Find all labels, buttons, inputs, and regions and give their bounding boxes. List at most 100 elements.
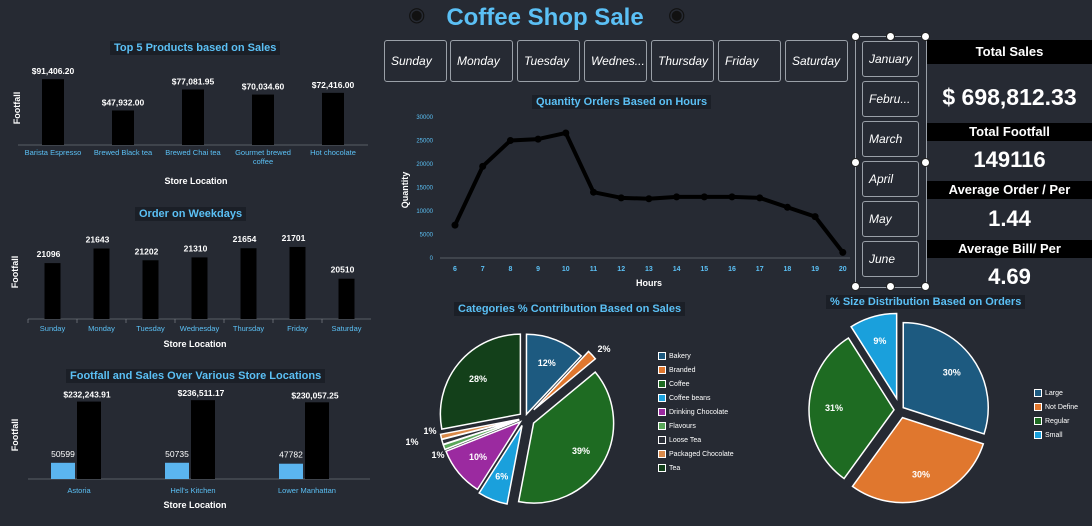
legend-swatch [658, 464, 666, 472]
legend-label: Flavours [669, 422, 696, 430]
legend-label: Small [1045, 431, 1063, 439]
legend-item: Small [1034, 431, 1078, 439]
resize-handle[interactable] [921, 158, 930, 167]
weekdays-chart: Footfall 21096 Sunday 21643 Monday 21202 Tuesd… [10, 233, 371, 349]
x-axis-label: Hours [636, 278, 662, 288]
tick-label: Friday [287, 324, 308, 333]
y-tick-label: 15000 [416, 186, 433, 192]
bar-footfall [165, 462, 189, 479]
bar-4 [252, 94, 274, 145]
bar-monday [93, 248, 110, 319]
data-label: $230,057.25 [291, 390, 339, 400]
y-axis-label: Footfall [10, 419, 20, 452]
bar-5 [322, 92, 344, 145]
avg-bill-label: Average Bill/ Per [927, 240, 1092, 258]
data-label: 21654 [233, 234, 257, 244]
y-tick-label: 5000 [420, 233, 434, 239]
month-filter-3[interactable]: March [862, 121, 919, 157]
top-products-title: Top 5 Products based on Sales [110, 41, 281, 55]
bar-friday [289, 246, 306, 319]
month-filter-4[interactable]: April [862, 161, 919, 197]
day-filter-5[interactable]: Thursday [651, 40, 714, 82]
quantity-line [453, 130, 845, 254]
month-filter-1[interactable]: January [862, 41, 919, 77]
store-chart: Footfall 50599 $232,243.91 Astoria 50735 $236… [10, 388, 370, 510]
x-axis-label: Store Location [163, 339, 226, 349]
weekdays-chart-title: Order on Weekdays [135, 207, 247, 221]
x-tick-label: 9 [536, 266, 540, 273]
legend-label: Coffee [669, 380, 690, 388]
slice-regular [808, 337, 895, 480]
resize-handle[interactable] [886, 282, 895, 291]
day-filter-7[interactable]: Saturday [785, 40, 848, 82]
bar-footfall [279, 463, 303, 479]
x-tick-label: 8 [508, 266, 512, 273]
data-label: 1% [423, 426, 436, 436]
legend-item: Bakery [658, 352, 734, 360]
x-tick-label: 18 [784, 266, 792, 273]
slice-small [850, 312, 898, 402]
legend-item: Loose Tea [658, 436, 734, 444]
data-label: 1% [431, 450, 444, 460]
legend-label: Tea [669, 464, 681, 472]
legend-swatch [1034, 417, 1042, 425]
legend-swatch [658, 352, 666, 360]
bar-footfall [51, 462, 75, 479]
legend-item: Regular [1034, 417, 1078, 425]
data-label: 50735 [165, 449, 189, 459]
data-label: 1% [405, 437, 418, 447]
legend-swatch [658, 380, 666, 388]
legend-swatch [1034, 403, 1042, 411]
legend-label: Not Define [1045, 403, 1079, 411]
point-hour-13 [645, 195, 653, 203]
slice-coffee [517, 371, 615, 504]
point-hour-18 [783, 203, 791, 211]
month-filter-2[interactable]: Febru... [862, 81, 919, 117]
total-footfall-value: 149116 [973, 147, 1046, 172]
point-hour-11 [590, 188, 597, 196]
legend-item: Not Define [1034, 403, 1078, 411]
resize-handle[interactable] [921, 32, 930, 41]
data-label: $232,243.91 [63, 390, 111, 400]
data-label: 30% [943, 367, 961, 377]
x-tick-label: 17 [756, 266, 764, 273]
day-filter-2[interactable]: Monday [450, 40, 513, 82]
day-filter-4[interactable]: Wednes... [584, 40, 647, 82]
legend-label: Bakery [669, 352, 691, 360]
x-tick-label: 6 [453, 266, 457, 273]
tick-label: Hell's Kitchen [170, 486, 215, 495]
slice-coffee-beans [478, 425, 523, 505]
top-products-chart: Footfall $91,406.20 Barista Espresso $47,93… [12, 66, 368, 186]
x-tick-label: 12 [617, 266, 625, 273]
legend-label: Regular [1045, 417, 1070, 425]
slice-not-define [851, 416, 985, 504]
x-tick-label: 16 [728, 266, 736, 273]
legend-label: Large [1045, 389, 1063, 397]
x-tick-label: 10 [562, 266, 570, 273]
day-filter-1[interactable]: Sunday [384, 40, 447, 82]
bar-1 [42, 79, 64, 145]
x-tick-label: 14 [673, 266, 681, 273]
slice-drinking-chocolate [445, 420, 523, 491]
month-filter-6[interactable]: June [862, 241, 919, 277]
legend-item: Tea [658, 464, 734, 472]
resize-handle[interactable] [851, 158, 860, 167]
point-hour-17 [756, 194, 764, 202]
data-label: 47782 [279, 450, 303, 460]
avg-order-value: 1.44 [988, 206, 1031, 231]
month-filter-5[interactable]: May [862, 201, 919, 237]
x-tick-label: 19 [811, 266, 819, 273]
size-pie-chart: 30% 30% 31% 9% [808, 312, 989, 504]
resize-handle[interactable] [851, 282, 860, 291]
y-axis-label: Footfall [12, 92, 22, 125]
coffee-bean-icon: ◉ [668, 4, 686, 26]
resize-handle[interactable] [921, 282, 930, 291]
resize-handle[interactable] [886, 32, 895, 41]
bar-3 [182, 89, 204, 145]
page-title: Coffee Shop Sale [446, 4, 644, 31]
point-hour-10 [562, 129, 570, 137]
legend-swatch [658, 436, 666, 444]
resize-handle[interactable] [851, 32, 860, 41]
day-filter-6[interactable]: Friday [718, 40, 781, 82]
day-filter-3[interactable]: Tuesday [517, 40, 580, 82]
